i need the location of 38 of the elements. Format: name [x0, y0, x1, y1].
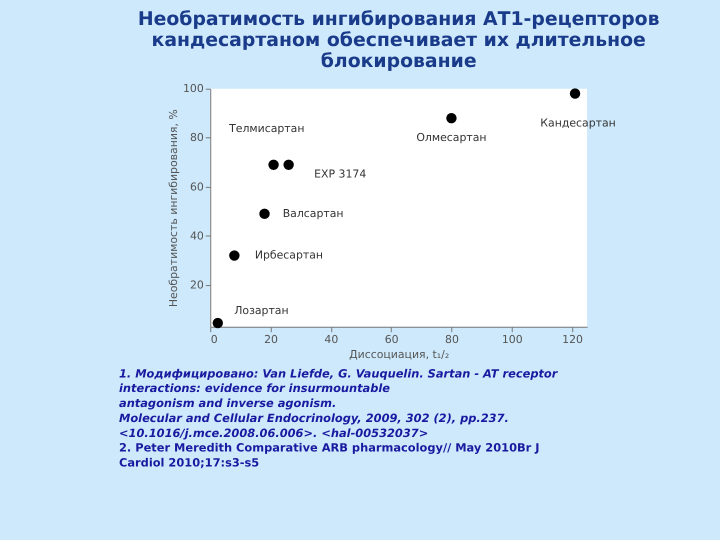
- text: 2. Peter Meredith Comparative ARB pharmacology// May 2010Br J: [119, 440, 540, 455]
- x-tick-label: 20: [264, 333, 278, 346]
- point: [268, 160, 279, 170]
- text: <10.1016/j.mce.2008.06.006>. <hal-00532037>: [119, 426, 428, 440]
- x-tick-label: 60: [384, 333, 399, 346]
- annotation: Телмисартан: [228, 122, 304, 136]
- annotation: EXP 3174: [314, 168, 366, 181]
- annotation: Олмесартан: [416, 130, 487, 144]
- x-tick-label: 40: [324, 333, 338, 346]
- text: antagonism and inverse agonism.: [119, 396, 336, 410]
- y-axis-title: Необратимость ингибирования, %: [167, 109, 180, 308]
- x-tick-label: 80: [445, 333, 459, 346]
- text: Cardiol 2010;17:s3-s5: [119, 456, 260, 470]
- point: [212, 318, 223, 328]
- point: [570, 88, 580, 99]
- point: [283, 160, 294, 170]
- text: Molecular and Cellular Endocrinology, 2009, 302 (2), pp.237.: [119, 410, 509, 425]
- annotation: Лозартан: [234, 304, 289, 318]
- x-tick-label: 100: [502, 333, 523, 346]
- text: 1. Модифицировано: Van Liefde, G. Vauquelin. Sartan - AT receptor: [119, 366, 559, 380]
- x-tick-label: 120: [562, 333, 583, 346]
- point: [229, 250, 240, 261]
- point: [446, 112, 457, 124]
- text: Необратимость ингибирования АТ1-рецепторов: [138, 9, 660, 30]
- text: блокирование: [320, 50, 477, 72]
- y-tick-label: 40: [190, 229, 204, 242]
- y-tick-label: 60: [190, 180, 204, 194]
- y-tick-label: 20: [190, 278, 204, 292]
- annotation: Кандесартан: [540, 116, 616, 130]
- text: кандесартаном обеспечивает их длительное: [152, 30, 646, 52]
- y-tick-label: 80: [190, 131, 204, 144]
- point: [259, 208, 270, 220]
- x-axis-title: Диссоциация, t₁/₂: [349, 348, 450, 361]
- text: interactions: evidence for insurmountable: [119, 381, 390, 396]
- annotation: Валсартан: [282, 206, 344, 220]
- x-tick-label: 0: [210, 333, 218, 346]
- y-tick-label: 100: [183, 82, 204, 96]
- annotation: Ирбесартан: [254, 248, 324, 262]
